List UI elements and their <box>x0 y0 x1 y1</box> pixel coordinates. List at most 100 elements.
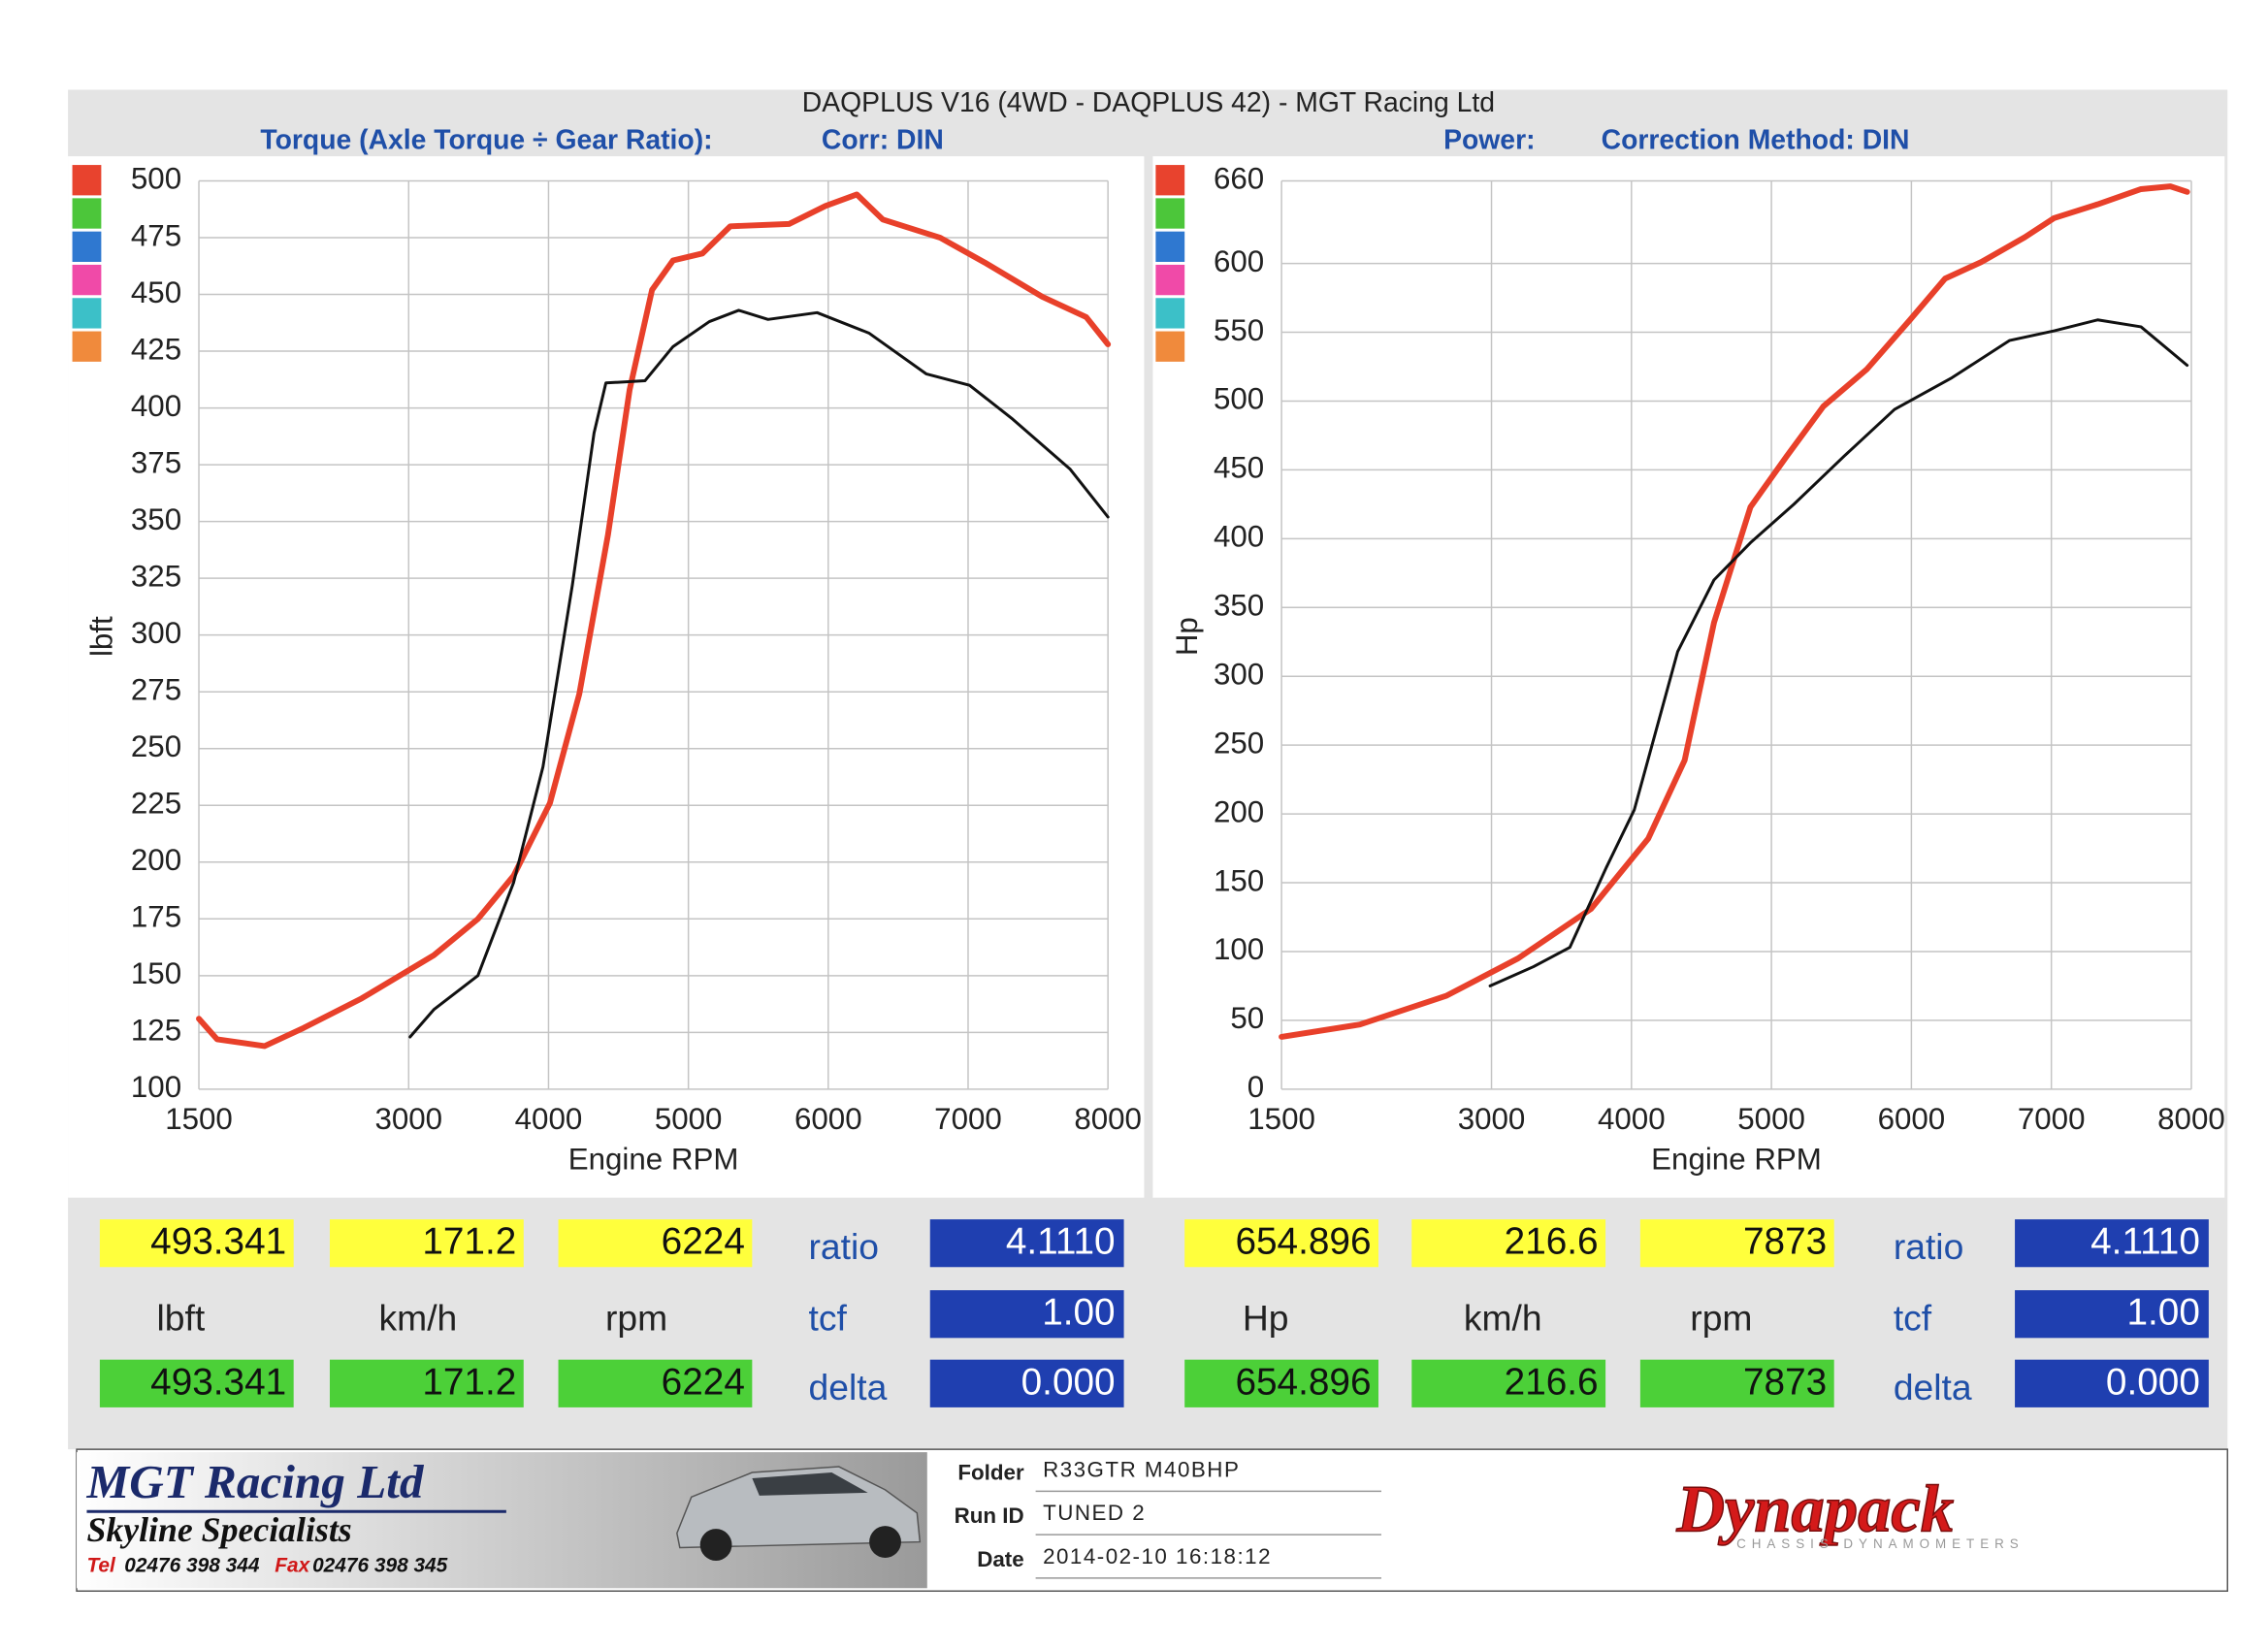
y-tick-label: 150 <box>1214 863 1264 897</box>
swatch <box>1155 331 1185 362</box>
readout-box <box>1639 1359 1834 1407</box>
readout-value: 493.341 <box>150 1221 286 1263</box>
fax: 02476 398 345 <box>312 1554 448 1576</box>
readout-value: 171.2 <box>422 1361 516 1403</box>
x-tick-label: 8000 <box>1074 1102 1142 1136</box>
y-tick-label: 275 <box>131 672 181 706</box>
chart: Power: Correction Method: DIN 0 50 100 150 200… <box>1170 125 2225 1177</box>
readout-value: 654.896 <box>1235 1361 1371 1403</box>
factor-box <box>929 1219 1124 1268</box>
field-label: Run ID <box>955 1504 1024 1528</box>
swatch <box>1155 264 1185 296</box>
factor-label: delta <box>1894 1367 1972 1407</box>
company-name: MGT Racing Ltd <box>85 1455 424 1508</box>
x-tick-label: 7000 <box>2018 1102 2086 1136</box>
y-tick-label: 300 <box>1214 657 1264 691</box>
x-axis-label: Engine RPM <box>568 1143 739 1177</box>
y-tick-label: 300 <box>131 616 181 650</box>
y-tick-label: 200 <box>131 843 181 877</box>
data-line <box>196 191 1112 1050</box>
car-body <box>676 1466 922 1549</box>
readout-unit: km/h <box>1464 1297 1542 1338</box>
readout-unit: rpm <box>605 1297 667 1338</box>
chart-title: Power: <box>1443 125 1535 156</box>
run-fields: Folder R33GTR M40BHP Run ID TUNED 2 Date 2014… <box>955 1457 1381 1579</box>
readout-value: 6224 <box>662 1361 745 1403</box>
y-tick-label: 350 <box>1214 589 1264 623</box>
factor-label: tcf <box>1894 1297 1932 1338</box>
readout-box <box>99 1359 294 1407</box>
factor-value: 0.000 <box>1021 1361 1116 1403</box>
data-line <box>1279 183 2190 1040</box>
tel-label: Tel <box>86 1554 116 1576</box>
left-plot-bg <box>68 156 1145 1198</box>
fax-label: Fax <box>275 1554 310 1576</box>
y-tick-label: 200 <box>1214 794 1264 828</box>
factor-box <box>929 1290 1124 1339</box>
car-wheel <box>699 1529 732 1561</box>
swatch <box>72 264 102 296</box>
chart-title: Torque (Axle Torque ÷ Gear Ratio): <box>260 125 712 156</box>
factor-box <box>929 1359 1124 1407</box>
factor-value: 4.1110 <box>1006 1221 1116 1263</box>
readout-unit: lbft <box>157 1297 206 1338</box>
y-tick-label: 325 <box>131 559 181 593</box>
legend-swatches <box>72 165 1185 362</box>
y-tick-label: 400 <box>1214 520 1264 554</box>
chart-subtitle: Corr: DIN <box>822 125 944 156</box>
y-tick-label: 500 <box>131 162 181 196</box>
readout-value: 171.2 <box>422 1221 516 1263</box>
y-tick-label: 500 <box>1214 382 1264 416</box>
x-tick-label: 8000 <box>2157 1102 2225 1136</box>
readout-box <box>1411 1219 1606 1268</box>
factor-box <box>2015 1359 2209 1407</box>
swatch <box>1155 198 1185 229</box>
factor-label: tcf <box>809 1297 848 1338</box>
readout-box <box>558 1359 753 1407</box>
swatch <box>72 198 102 229</box>
readout-box <box>99 1219 294 1268</box>
y-tick-label: 225 <box>131 787 181 821</box>
y-tick-label: 175 <box>131 900 181 934</box>
factor-value: 4.1110 <box>2090 1221 2200 1263</box>
readout-box <box>1184 1359 1378 1407</box>
car-window <box>752 1472 868 1496</box>
readout-box <box>1639 1219 1834 1268</box>
swatch <box>72 331 102 362</box>
readout-unit: km/h <box>379 1297 458 1338</box>
x-tick-label: 1500 <box>1247 1102 1315 1136</box>
x-tick-label: 3000 <box>374 1102 442 1136</box>
readout-value: 654.896 <box>1235 1221 1371 1263</box>
y-tick-label: 150 <box>131 956 181 990</box>
y-tick-label: 250 <box>131 729 181 763</box>
y-tick-label: 450 <box>131 275 181 309</box>
factor-box <box>2015 1290 2209 1339</box>
y-tick-label: 425 <box>131 332 181 366</box>
chart-subtitle: Correction Method: DIN <box>1602 125 1910 156</box>
brand-sub: CHASSIS DYNAMOMETERS <box>1736 1536 2025 1551</box>
brand: Dynapack <box>1675 1471 1954 1545</box>
field-value: 2014-02-10 16:18:12 <box>1043 1544 1272 1568</box>
readout-box <box>1184 1219 1378 1268</box>
factor-label: delta <box>809 1367 888 1407</box>
field-label: Folder <box>957 1460 1024 1484</box>
readout-box <box>329 1219 524 1268</box>
x-tick-label: 5000 <box>1737 1102 1805 1136</box>
factor-box <box>2015 1219 2209 1268</box>
readout-box <box>329 1359 524 1407</box>
factor-value: 1.00 <box>2126 1292 2199 1334</box>
readout-box <box>1411 1359 1606 1407</box>
swatch <box>72 165 102 196</box>
swatch <box>72 231 102 262</box>
y-tick-label: 0 <box>1247 1070 1264 1104</box>
car-image <box>676 1466 922 1561</box>
x-tick-label: 7000 <box>934 1102 1002 1136</box>
readout-value: 7873 <box>1743 1361 1827 1403</box>
readout-value: 216.6 <box>1505 1361 1599 1403</box>
field-value: R33GTR M40BHP <box>1043 1457 1240 1481</box>
y-tick-label: 125 <box>131 1014 181 1048</box>
swatch <box>1155 298 1185 329</box>
y-tick-label: 450 <box>1214 451 1264 485</box>
readout-value: 6224 <box>662 1221 745 1263</box>
